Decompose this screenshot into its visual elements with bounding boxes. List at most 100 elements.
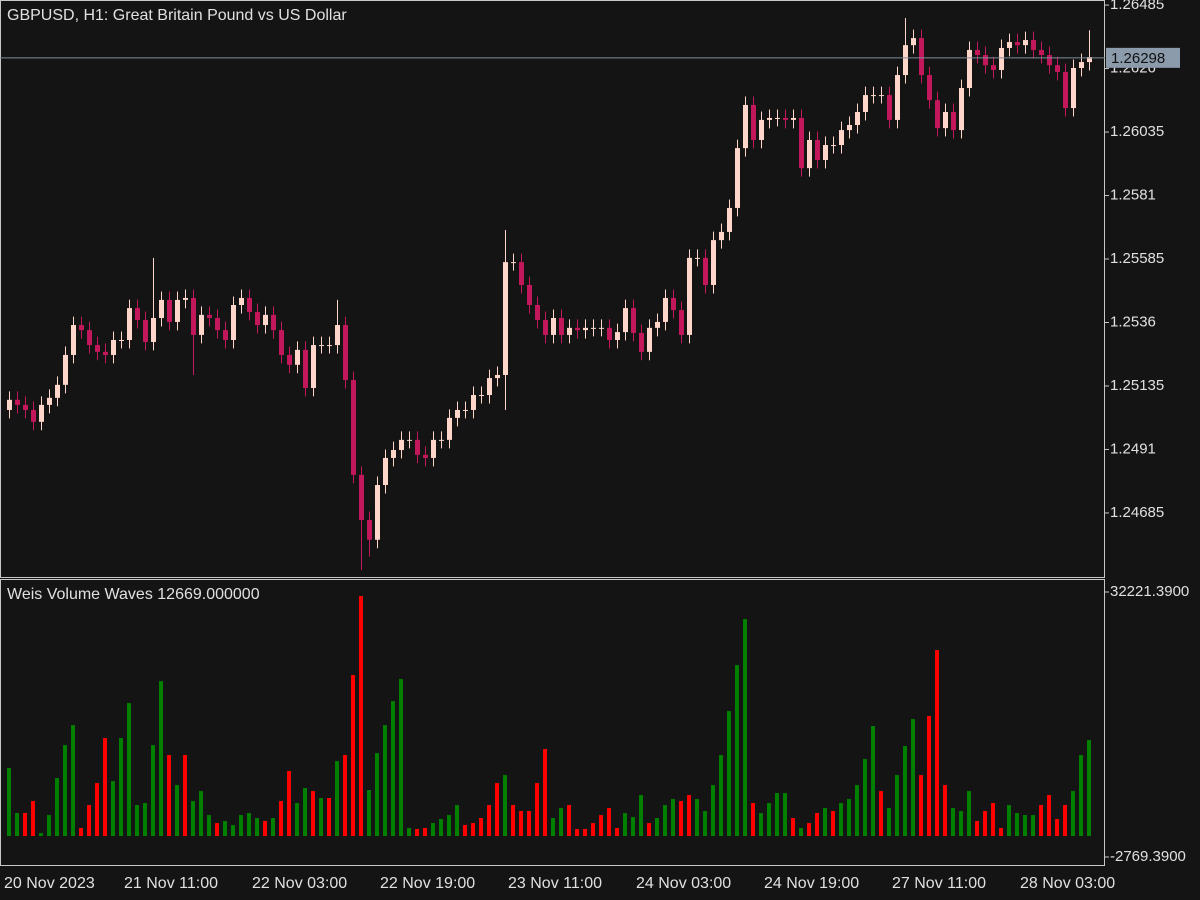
candle-body xyxy=(895,75,900,120)
candle-body xyxy=(511,262,516,264)
last-price-label: 1.26298 xyxy=(1111,50,1165,67)
candle-body xyxy=(271,314,276,331)
candle-body xyxy=(927,75,932,101)
candle-body xyxy=(223,330,228,340)
volume-bar xyxy=(191,801,195,837)
volume-bar xyxy=(887,808,891,837)
volume-bar xyxy=(119,738,123,837)
volume-bar xyxy=(959,811,963,837)
candle-body xyxy=(631,308,636,333)
candle-body xyxy=(967,49,972,89)
candle-body xyxy=(15,399,20,405)
candle-body xyxy=(551,317,556,335)
volume-bar xyxy=(727,711,731,837)
candle-body xyxy=(287,354,292,365)
candle-body xyxy=(599,327,604,329)
volume-bar xyxy=(439,819,443,837)
volume-bar xyxy=(319,798,323,837)
candle-body xyxy=(399,439,404,451)
volume-bar xyxy=(639,795,643,837)
candle-body xyxy=(943,112,948,129)
volume-bar xyxy=(1055,819,1059,837)
candle-body xyxy=(239,297,244,306)
y-tick-label: 1.2536 xyxy=(1110,313,1156,330)
candle-body xyxy=(375,485,380,540)
chart-title: GBPUSD, H1: Great Britain Pound vs US Do… xyxy=(7,7,347,24)
candle-body xyxy=(431,439,436,458)
candle-body xyxy=(575,327,580,331)
volume-bar xyxy=(591,823,595,837)
volume-bar xyxy=(455,805,459,837)
candle-body xyxy=(735,148,740,208)
volume-bar xyxy=(623,813,627,837)
candle-body xyxy=(135,308,140,320)
volume-bar xyxy=(335,761,339,837)
candle-body xyxy=(807,139,812,169)
candle-body xyxy=(687,257,692,335)
volume-bar xyxy=(391,701,395,837)
candle-body xyxy=(63,354,68,385)
volume-bar xyxy=(711,785,715,837)
candle-body xyxy=(815,139,820,160)
volume-bar xyxy=(687,795,691,837)
volume-bar xyxy=(783,793,787,837)
volume-bar xyxy=(287,771,291,837)
volume-bar xyxy=(535,783,539,837)
candle-body xyxy=(975,49,980,56)
candle-body xyxy=(95,345,100,352)
candle-body xyxy=(383,457,388,486)
y-tick-label: 32221.3900 xyxy=(1110,583,1189,600)
x-tick-label: 24 Nov 19:00 xyxy=(764,875,859,892)
candle-body xyxy=(711,240,716,285)
volume-bar xyxy=(663,805,667,837)
candle-body xyxy=(55,384,60,398)
candle-body xyxy=(591,327,596,329)
volume-bar xyxy=(655,818,659,837)
candle-body xyxy=(127,308,132,340)
candle-body xyxy=(7,399,12,410)
volume-bar xyxy=(1039,805,1043,837)
candle-body xyxy=(1007,42,1012,48)
volume-bar xyxy=(967,791,971,837)
volume-bar xyxy=(39,833,43,837)
candle-body xyxy=(335,325,340,346)
candle-body xyxy=(903,45,908,76)
volume-bar xyxy=(111,781,115,837)
candle-body xyxy=(775,117,780,119)
candle-body xyxy=(111,339,116,355)
candle-body xyxy=(487,378,492,396)
x-tick-label: 22 Nov 03:00 xyxy=(252,875,347,892)
candle-body xyxy=(703,257,708,285)
candle-body xyxy=(303,349,308,388)
candle-body xyxy=(535,305,540,320)
candle-body xyxy=(559,317,564,335)
volume-bar xyxy=(479,818,483,837)
volume-bar xyxy=(255,818,259,837)
candle-body xyxy=(543,319,548,335)
y-tick-label: 1.26485 xyxy=(1110,0,1164,13)
volume-bar xyxy=(575,829,579,837)
volume-bar xyxy=(47,815,51,837)
candle-body xyxy=(295,349,300,365)
candle-body xyxy=(343,325,348,381)
candle-body xyxy=(423,454,428,458)
candle-body xyxy=(503,262,508,375)
volume-bar xyxy=(175,785,179,837)
volume-bar xyxy=(567,805,571,837)
volume-bar xyxy=(983,811,987,837)
volume-bar xyxy=(863,759,867,837)
candle-body xyxy=(959,88,964,131)
candle-body xyxy=(447,417,452,440)
x-tick-label: 28 Nov 03:00 xyxy=(1020,875,1115,892)
volume-bar xyxy=(1063,805,1067,837)
candle-body xyxy=(175,299,180,322)
candle-body xyxy=(751,104,756,140)
volume-bar xyxy=(615,828,619,837)
indicator-title: Weis Volume Waves 12669.000000 xyxy=(7,586,260,603)
candle-body xyxy=(823,145,828,160)
volume-bar xyxy=(631,817,635,837)
volume-bar xyxy=(695,799,699,837)
volume-bar xyxy=(103,738,107,837)
candle-body xyxy=(799,117,804,169)
candle-body xyxy=(71,325,76,355)
